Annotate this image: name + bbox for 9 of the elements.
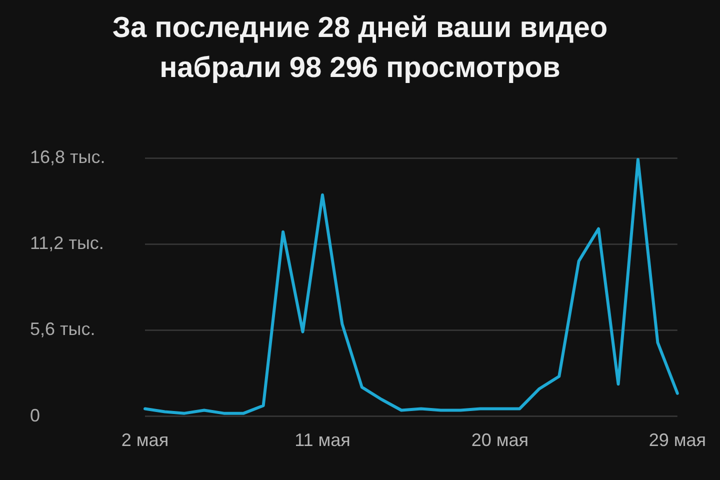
x-tick-label: 11 мая (294, 430, 350, 450)
y-tick-label: 0 (30, 405, 40, 426)
y-tick-label: 5,6 тыс. (30, 319, 96, 340)
y-tick-label: 11,2 тыс. (30, 233, 104, 254)
x-tick-label: 29 мая (648, 430, 706, 450)
chart-title: За последние 28 дней ваши видео набрали 98 296 просмотров (111, 11, 609, 86)
x-tick-label: 2 мая (121, 430, 169, 450)
x-tick-label: 20 мая (471, 430, 529, 450)
y-tick-label: 16,8 тыс. (30, 146, 106, 167)
